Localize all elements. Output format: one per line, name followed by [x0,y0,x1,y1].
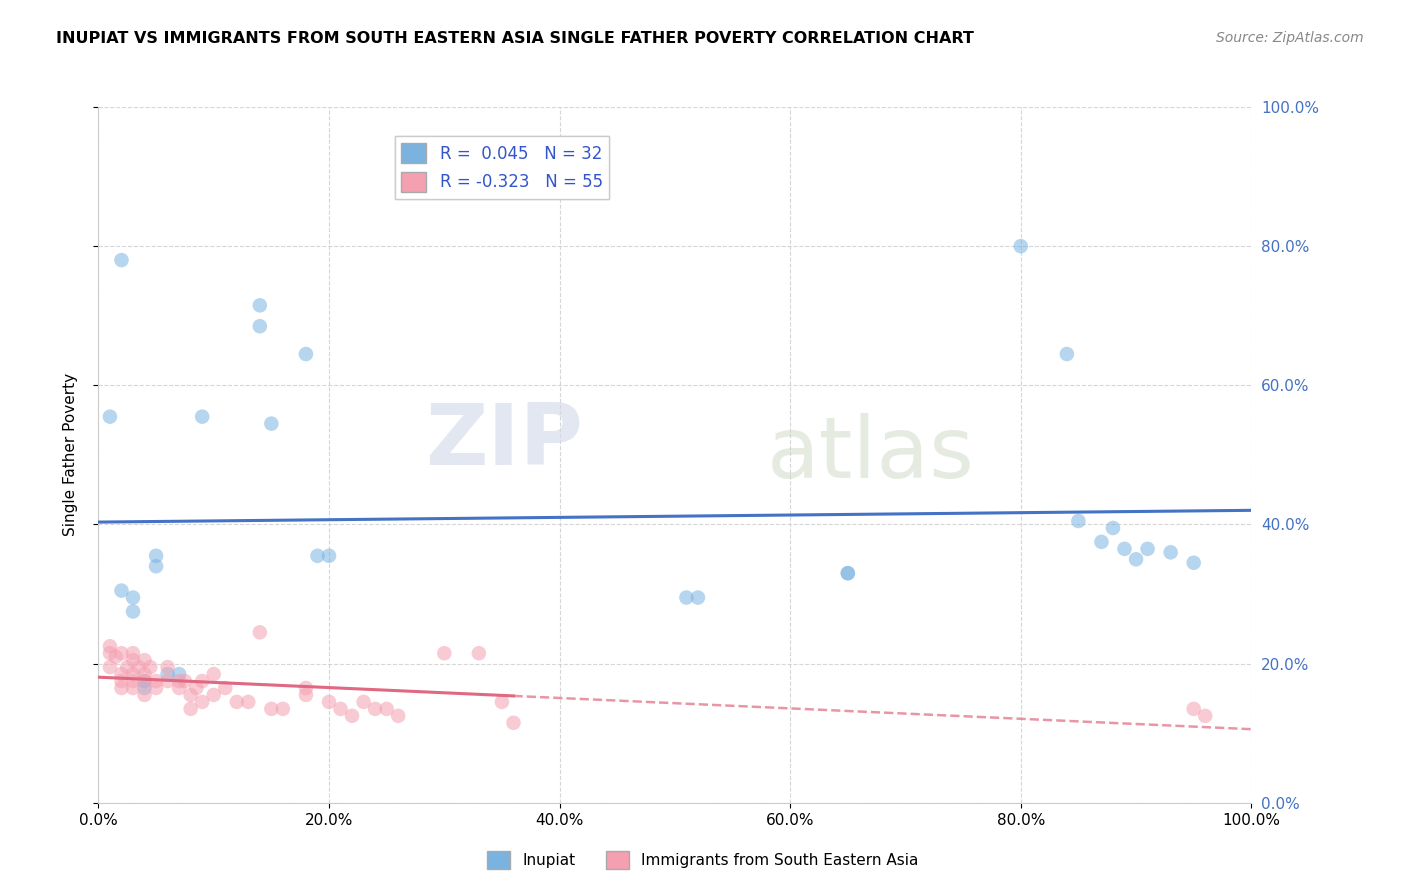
Text: INUPIAT VS IMMIGRANTS FROM SOUTH EASTERN ASIA SINGLE FATHER POVERTY CORRELATION : INUPIAT VS IMMIGRANTS FROM SOUTH EASTERN… [56,31,974,46]
Point [502,715,524,730]
Point [134,674,156,689]
Point [260,417,283,431]
Point [238,695,260,709]
Point [202,688,225,702]
Point [98,639,121,653]
Point [1194,708,1216,723]
Text: atlas: atlas [768,413,976,497]
Legend: Inupiat, Immigrants from South Eastern Asia: Inupiat, Immigrants from South Eastern A… [481,845,925,875]
Point [375,702,398,716]
Point [249,298,271,312]
Point [167,667,190,681]
Point [1090,535,1112,549]
Point [1182,556,1205,570]
Point [686,591,709,605]
Point [318,695,340,709]
Point [145,674,167,689]
Point [167,681,190,695]
Point [271,702,294,716]
Point [1136,541,1159,556]
Point [318,549,340,563]
Point [110,667,132,681]
Point [491,695,513,709]
Point [1114,541,1136,556]
Text: ZIP: ZIP [425,400,582,483]
Point [1056,347,1078,361]
Point [295,688,318,702]
Point [191,674,214,689]
Point [307,549,329,563]
Point [1160,545,1182,559]
Point [110,253,132,268]
Point [1182,702,1205,716]
Point [260,702,283,716]
Point [295,681,318,695]
Point [117,660,139,674]
Point [1010,239,1032,253]
Point [180,688,202,702]
Point [110,681,132,695]
Point [122,653,145,667]
Point [122,646,145,660]
Point [191,409,214,424]
Point [837,566,859,581]
Point [134,674,156,689]
Point [156,660,179,674]
Point [387,708,409,723]
Point [329,702,352,716]
Point [122,591,145,605]
Legend: R =  0.045   N = 32, R = -0.323   N = 55: R = 0.045 N = 32, R = -0.323 N = 55 [395,136,609,199]
Point [837,566,859,581]
Point [174,674,197,689]
Point [110,674,132,689]
Point [202,667,225,681]
Point [249,625,271,640]
Point [98,409,121,424]
Point [1102,521,1125,535]
Point [145,559,167,574]
Point [353,695,375,709]
Point [1067,514,1090,528]
Point [134,667,156,681]
Point [122,681,145,695]
Point [134,681,156,695]
Point [156,667,179,681]
Point [110,583,132,598]
Point [122,667,145,681]
Point [364,702,387,716]
Point [98,646,121,660]
Point [675,591,697,605]
Point [145,681,167,695]
Point [186,681,208,695]
Point [134,653,156,667]
Point [191,695,214,709]
Point [122,605,145,619]
Point [128,660,150,674]
Point [340,708,363,723]
Point [249,319,271,334]
Point [180,702,202,716]
Point [134,688,156,702]
Point [156,674,179,689]
Point [1125,552,1147,566]
Point [167,674,190,689]
Point [225,695,247,709]
Point [468,646,491,660]
Point [433,646,456,660]
Point [104,649,127,664]
Point [295,347,318,361]
Text: Source: ZipAtlas.com: Source: ZipAtlas.com [1216,31,1364,45]
Point [214,681,236,695]
Point [139,660,162,674]
Y-axis label: Single Father Poverty: Single Father Poverty [63,374,77,536]
Point [110,646,132,660]
Point [145,549,167,563]
Point [98,660,121,674]
Point [122,674,145,689]
